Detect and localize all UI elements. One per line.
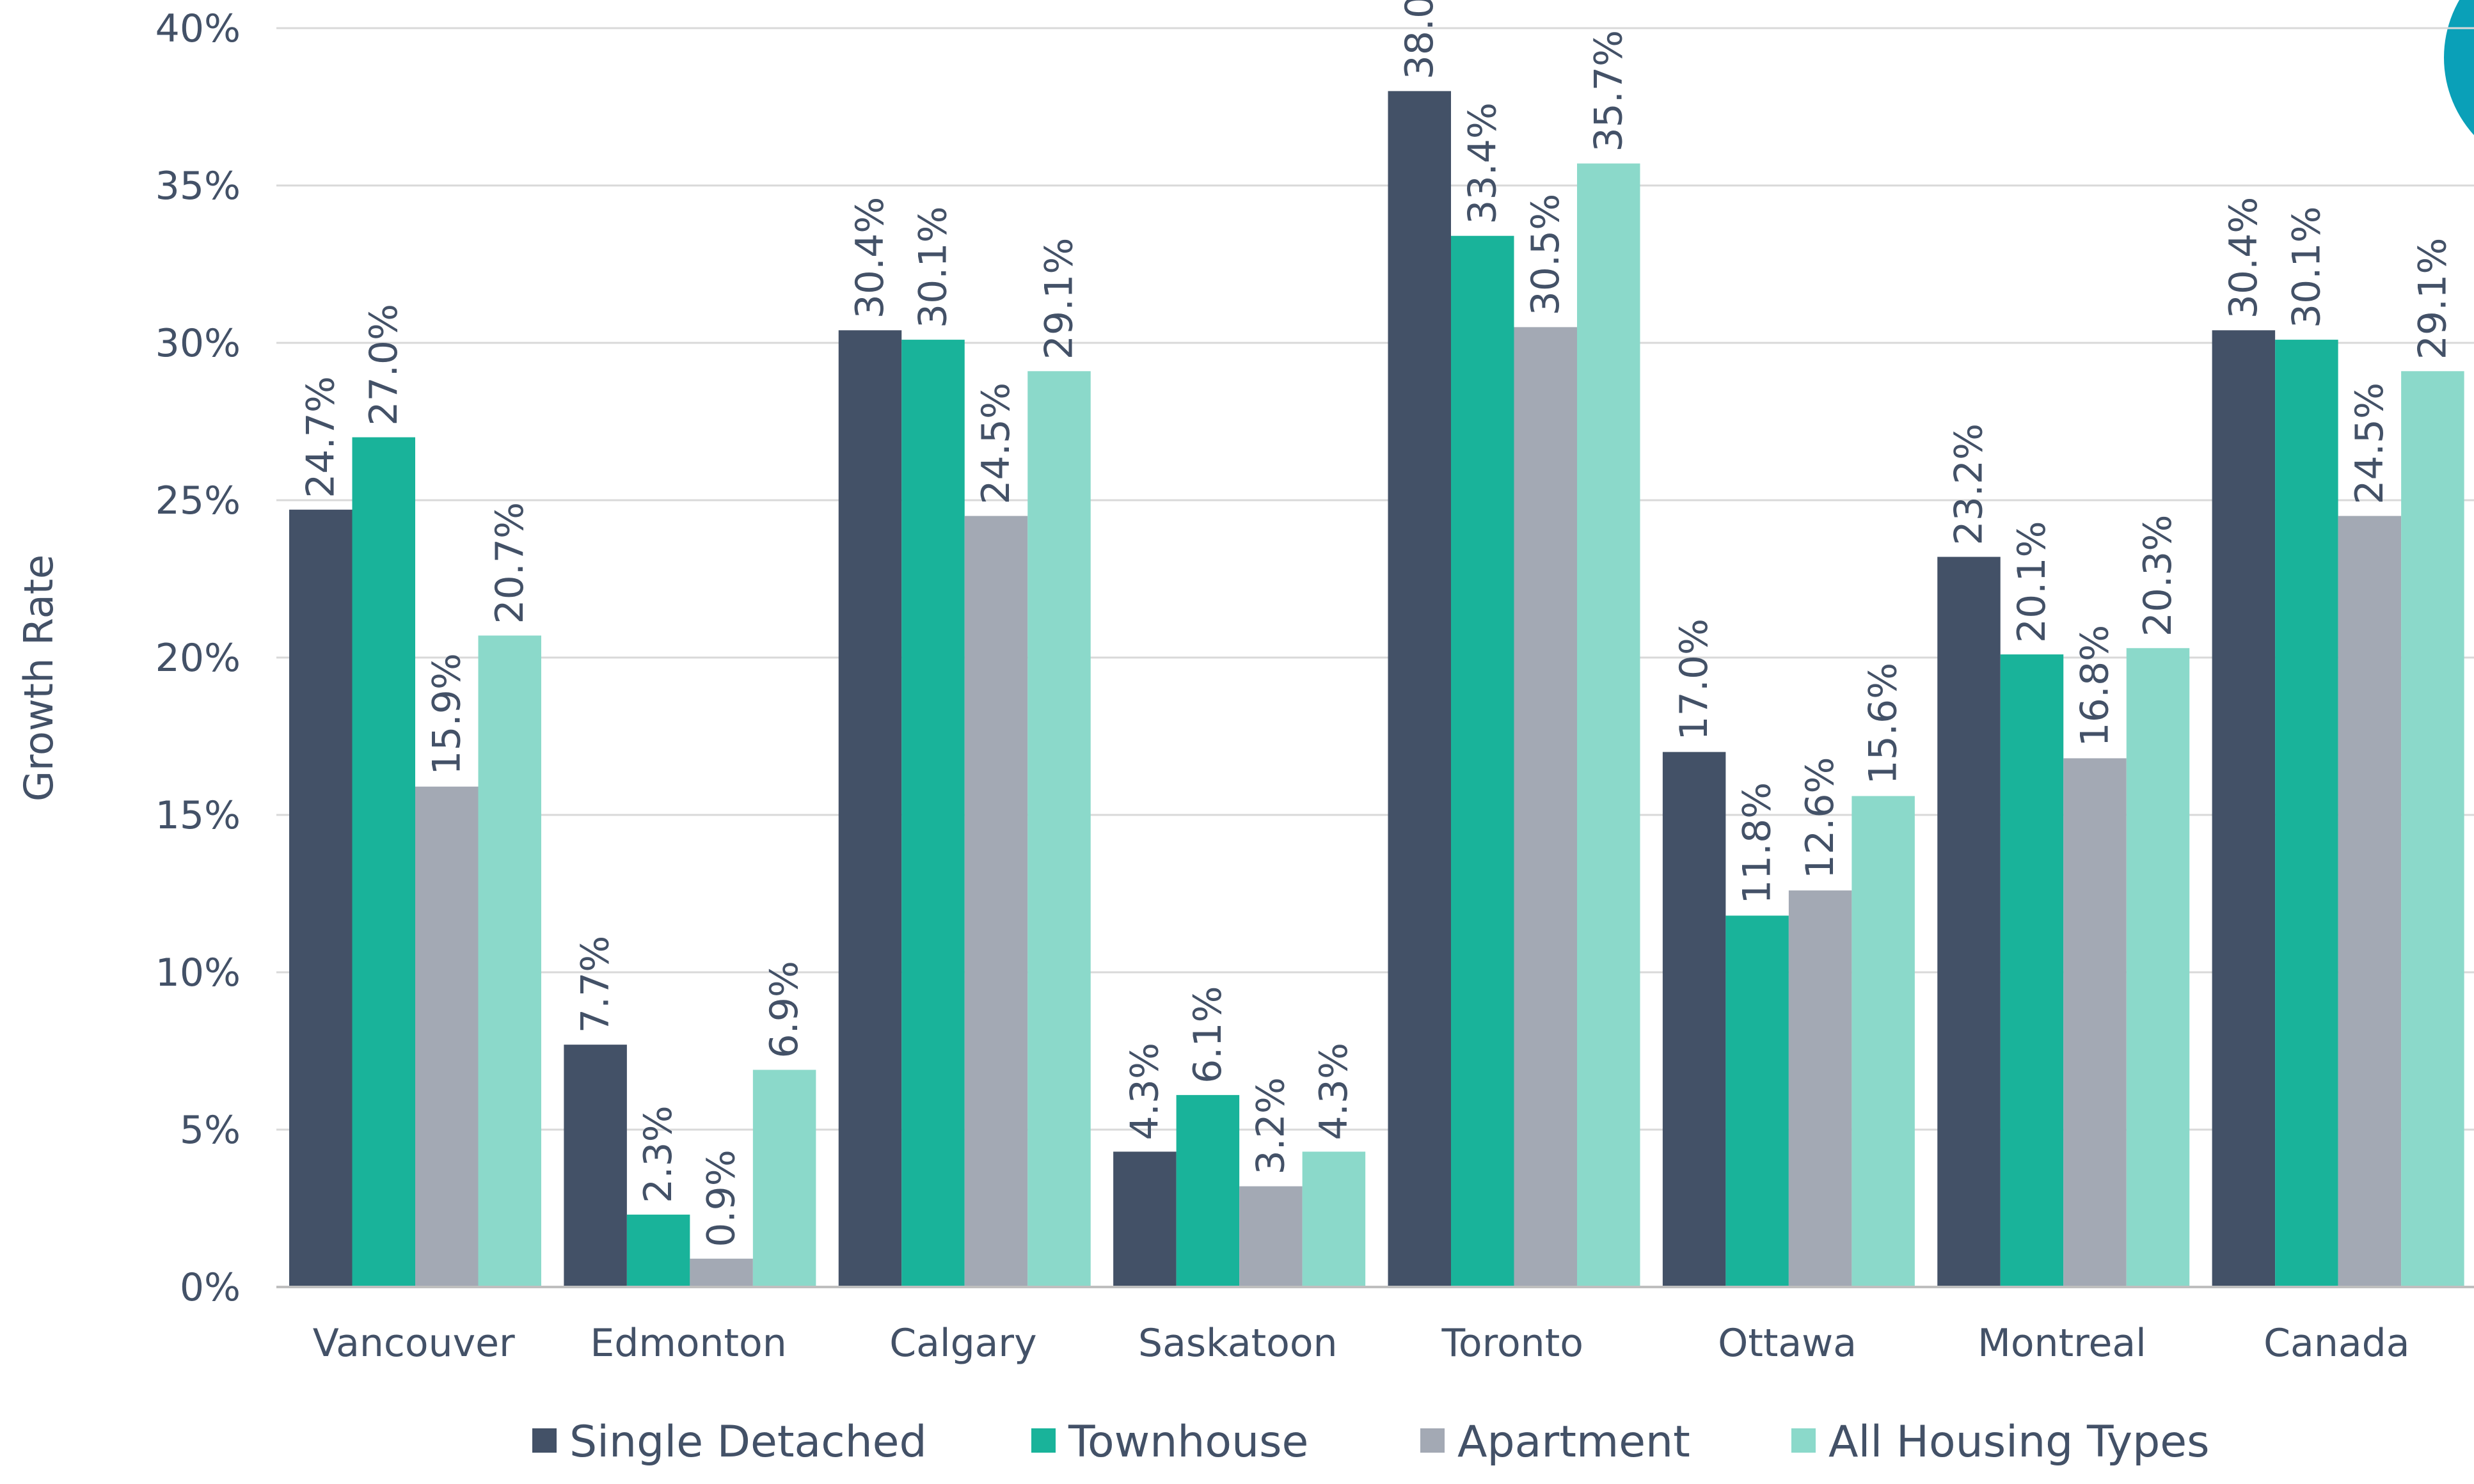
legend-swatch bbox=[1791, 1428, 1816, 1453]
data-label: 24.5% bbox=[2347, 383, 2392, 505]
bar bbox=[2126, 648, 2190, 1287]
x-tick-label: Vancouver bbox=[313, 1321, 515, 1366]
bar bbox=[752, 1070, 816, 1287]
x-tick-label: Calgary bbox=[889, 1321, 1036, 1366]
x-tick-label: Canada bbox=[2264, 1321, 2409, 1366]
bar bbox=[1852, 796, 1915, 1287]
bar bbox=[289, 509, 353, 1287]
corner-accent-decoration bbox=[2444, 0, 2474, 136]
data-label: 20.7% bbox=[488, 502, 532, 624]
y-axis-title: Growth Rate bbox=[15, 555, 62, 801]
bar bbox=[964, 516, 1028, 1287]
data-label: 30.1% bbox=[911, 206, 956, 328]
data-label: 38.0% bbox=[1397, 0, 1442, 79]
data-label: 29.1% bbox=[1037, 238, 1082, 360]
bar bbox=[478, 635, 541, 1287]
bar bbox=[2401, 371, 2464, 1287]
data-label: 30.4% bbox=[2221, 197, 2266, 319]
data-label: 0.9% bbox=[699, 1149, 744, 1247]
data-label: 33.4% bbox=[1460, 102, 1505, 225]
y-tick-label: 15% bbox=[155, 793, 241, 838]
bar bbox=[1239, 1186, 1303, 1287]
x-tick-label: Montreal bbox=[1978, 1321, 2146, 1366]
legend-swatch bbox=[1031, 1428, 1056, 1453]
data-label: 7.7% bbox=[573, 936, 618, 1033]
bar bbox=[1725, 915, 1789, 1287]
data-label: 2.3% bbox=[636, 1105, 681, 1203]
x-tick-label: Saskatoon bbox=[1138, 1321, 1338, 1366]
bar bbox=[415, 786, 479, 1287]
data-label: 6.1% bbox=[1185, 986, 1230, 1083]
data-label: 17.0% bbox=[1672, 619, 1717, 741]
y-tick-label: 25% bbox=[155, 478, 241, 523]
bar bbox=[1113, 1151, 1177, 1287]
y-tick-label: 0% bbox=[180, 1265, 241, 1310]
bar bbox=[626, 1214, 690, 1287]
data-label: 23.2% bbox=[1947, 423, 1992, 546]
bar bbox=[1577, 163, 1640, 1287]
data-label: 24.5% bbox=[974, 383, 1019, 505]
data-label: 20.3% bbox=[2136, 515, 2180, 637]
data-label: 20.1% bbox=[2010, 521, 2054, 643]
data-label: 4.3% bbox=[1122, 1043, 1167, 1140]
y-tick-label: 35% bbox=[155, 164, 241, 209]
data-label: 11.8% bbox=[1735, 782, 1780, 904]
bar bbox=[1027, 371, 1091, 1287]
y-tick-label: 20% bbox=[155, 636, 241, 681]
data-label: 24.7% bbox=[298, 376, 343, 498]
y-tick-label: 40% bbox=[155, 6, 241, 51]
data-label: 27.0% bbox=[361, 304, 406, 426]
data-label: 6.9% bbox=[762, 961, 807, 1058]
data-label: 30.5% bbox=[1523, 194, 1568, 316]
data-label: 12.6% bbox=[1798, 757, 1843, 879]
bar bbox=[901, 340, 965, 1287]
bar bbox=[352, 437, 415, 1287]
bar bbox=[2063, 758, 2127, 1287]
bar bbox=[1937, 556, 2001, 1287]
x-tick-label: Toronto bbox=[1441, 1321, 1583, 1366]
legend-label: Townhouse bbox=[1068, 1417, 1308, 1467]
data-label: 30.4% bbox=[848, 197, 892, 319]
bar bbox=[2338, 516, 2402, 1287]
x-tick-label: Ottawa bbox=[1718, 1321, 1857, 1366]
legend-label: All Housing Types bbox=[1828, 1417, 2210, 1467]
legend-label: Single Detached bbox=[569, 1417, 927, 1467]
bar bbox=[2000, 654, 2064, 1287]
data-label: 15.6% bbox=[1861, 663, 1906, 785]
bar bbox=[1788, 890, 1852, 1287]
data-label: 16.8% bbox=[2073, 625, 2118, 747]
legend-swatch bbox=[532, 1428, 557, 1453]
bar bbox=[1388, 91, 1451, 1287]
bar bbox=[564, 1045, 627, 1287]
bar bbox=[1302, 1151, 1366, 1287]
y-tick-label: 5% bbox=[180, 1108, 241, 1153]
bar bbox=[1176, 1094, 1240, 1287]
data-label: 4.3% bbox=[1312, 1043, 1356, 1140]
legend-label: Apartment bbox=[1457, 1417, 1690, 1467]
data-label: 30.1% bbox=[2284, 206, 2329, 328]
y-tick-label: 30% bbox=[155, 321, 241, 366]
data-label: 29.1% bbox=[2410, 238, 2455, 360]
legend-swatch bbox=[1420, 1428, 1445, 1453]
x-tick-label: Edmonton bbox=[590, 1321, 786, 1366]
bar bbox=[1514, 327, 1577, 1287]
data-label: 3.2% bbox=[1248, 1077, 1293, 1174]
bar bbox=[2275, 340, 2338, 1287]
data-label: 35.7% bbox=[1586, 30, 1631, 152]
y-tick-label: 10% bbox=[155, 951, 241, 995]
bar bbox=[1451, 235, 1514, 1288]
bar bbox=[2212, 330, 2276, 1287]
data-label: 15.9% bbox=[424, 653, 469, 775]
bar bbox=[838, 330, 902, 1287]
bar bbox=[690, 1258, 753, 1287]
bar bbox=[1662, 752, 1726, 1287]
